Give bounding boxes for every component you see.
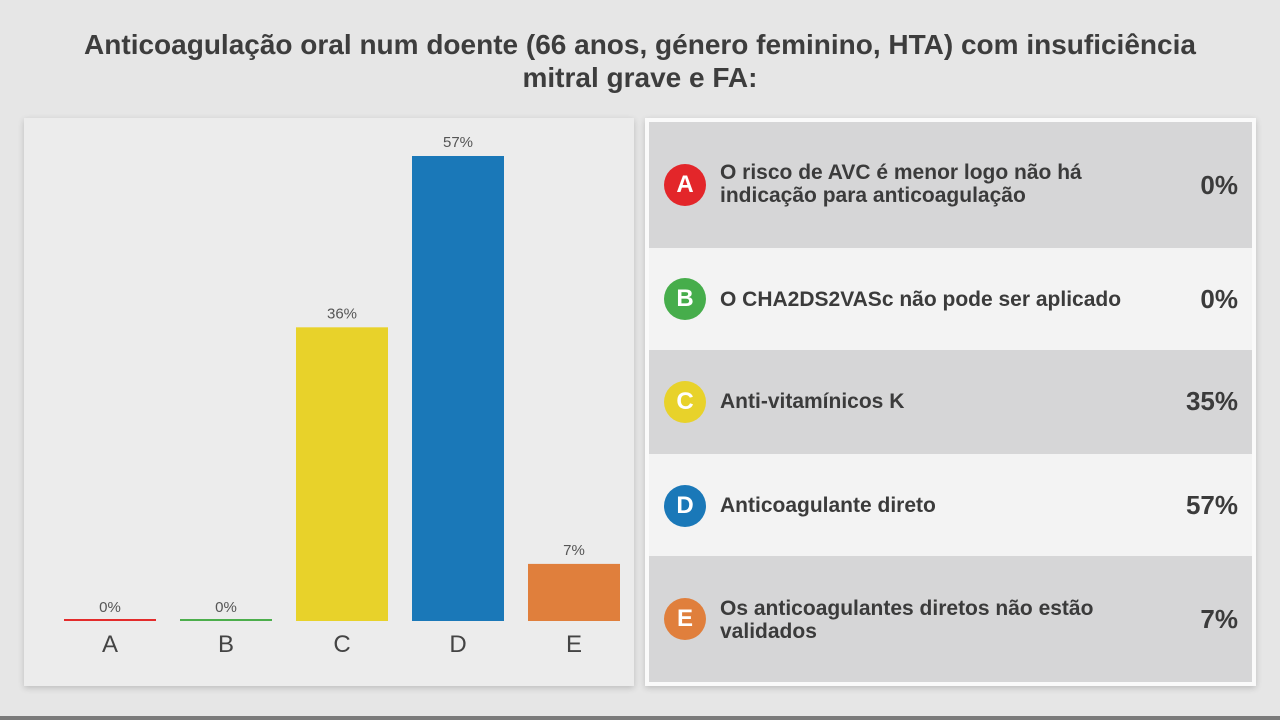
question-title: Anticoagulação oral num doente (66 anos,…: [84, 29, 1196, 93]
bar-d: [412, 156, 504, 621]
chart-svg: 0% A 0% B 36% C 57% D 7% E: [64, 134, 620, 658]
option-row-e[interactable]: E Os anticoagulantes diretos não estão v…: [649, 556, 1252, 682]
data-label-e: 7%: [563, 542, 585, 559]
data-label-d: 57%: [443, 134, 473, 151]
option-row-b[interactable]: B O CHA2DS2VASc não pode ser aplicado 0%: [649, 248, 1252, 350]
x-tick-label-a: A: [102, 631, 118, 658]
option-text-d: Anticoagulante direto: [720, 494, 936, 517]
option-text-c: Anti-vitamínicos K: [720, 390, 905, 413]
bottom-divider: [0, 716, 1280, 720]
option-percent-b: 0%: [1200, 284, 1238, 314]
x-tick-label-c: C: [333, 631, 350, 658]
bar-e: [528, 563, 620, 621]
option-percent-c: 35%: [1185, 386, 1238, 416]
option-badge-d: D: [664, 485, 706, 527]
bar-c: [296, 327, 388, 621]
data-label-b: 0%: [215, 599, 237, 616]
option-text-a: O risco de AVC é menor logo não há indic…: [720, 161, 1082, 207]
option-badge-a: A: [664, 164, 706, 206]
x-tick-label-b: B: [218, 631, 234, 658]
option-badge-c: C: [664, 381, 706, 423]
answer-options-panel: A O risco de AVC é menor logo não há ind…: [645, 118, 1256, 686]
option-percent-d: 57%: [1185, 490, 1238, 520]
x-tick-label-e: E: [566, 631, 582, 658]
bar-a: [64, 619, 156, 621]
data-label-a: 0%: [99, 599, 121, 616]
bar-b: [180, 619, 272, 621]
option-text-b: O CHA2DS2VASc não pode ser aplicado: [720, 288, 1122, 311]
option-percent-e: 7%: [1200, 604, 1238, 634]
option-row-a[interactable]: A O risco de AVC é menor logo não há ind…: [649, 122, 1252, 248]
option-badge-b: B: [664, 278, 706, 320]
option-badge-e: E: [664, 598, 706, 640]
data-label-c: 36%: [327, 305, 357, 322]
option-text-e: Os anticoagulantes diretos não estão val…: [720, 597, 1094, 643]
option-row-d[interactable]: D Anticoagulante direto 57%: [649, 454, 1252, 556]
x-tick-label-d: D: [449, 631, 466, 658]
option-percent-a: 0%: [1200, 170, 1238, 200]
option-row-c[interactable]: C Anti-vitamínicos K 35%: [649, 350, 1252, 454]
results-bar-chart: 0% A 0% B 36% C 57% D 7% E: [24, 118, 634, 686]
